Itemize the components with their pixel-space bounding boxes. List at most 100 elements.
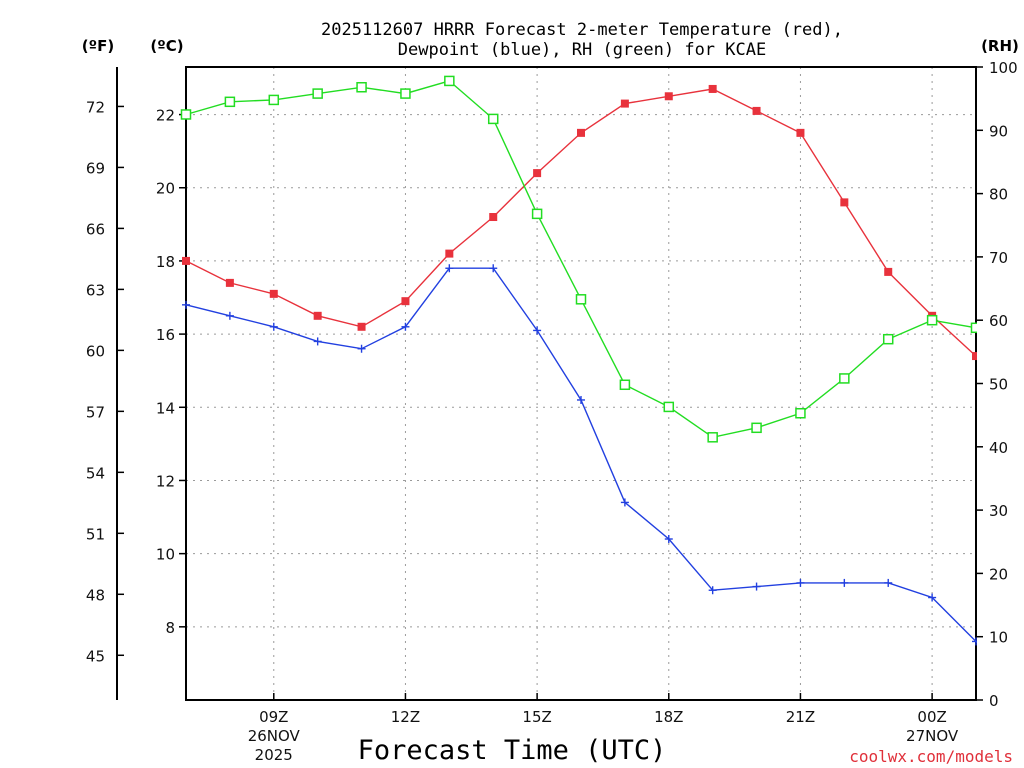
rh-tick-label: 0 [989,692,999,710]
time-tick-label: 09Z [259,708,288,726]
fahrenheit-tick-label: 60 [86,342,105,360]
dewpoint-point [445,264,454,273]
dewpoint-point [1016,667,1024,675]
rh-point [531,208,543,220]
rh-point [1015,354,1024,363]
rh-axis: 0 10 20 30 40 50 60 70 80 90 100 [976,59,1018,710]
temperature-point [489,213,498,222]
time-tick-label: 15Z [522,708,551,726]
celsius-tick-label: 10 [156,546,175,564]
rh-point [268,94,280,106]
celsius-tick-label: 18 [156,253,175,271]
credit-text: coolwx.com/models [849,747,1013,766]
dewpoint-series [182,264,1024,675]
rh-tick-label: 60 [989,312,1008,330]
x-axis-label: Forecast Time (UTC) [358,735,667,766]
fahrenheit-tick-label: 54 [86,464,105,482]
dewpoint-point [577,395,585,404]
temperature-point [357,322,366,331]
dewpoint-point [489,264,498,273]
fahrenheit-axis: 45 48 51 54 57 60 63 66 69 72 [86,98,124,665]
time-tick-label: 18Z [654,708,683,726]
temperature-point [752,106,761,115]
temperature-point [577,128,585,137]
rh-point [356,82,367,93]
temperature-point [620,99,629,108]
chart-title-line-1: 2025112607 HRRR Forecast 2-meter Tempera… [321,20,843,40]
fahrenheit-tick-label: 66 [86,220,105,238]
dewpoint-point [664,535,673,544]
dewpoint-point [620,498,629,507]
temperature-point [664,92,673,101]
temperature-series [182,84,977,361]
plot-frame [185,66,977,701]
temperature-point [840,198,849,207]
fahrenheit-tick-label: 72 [86,98,105,116]
dewpoint-point [533,326,542,335]
rh-tick-label: 50 [989,376,1008,394]
rh-tick-label: 20 [989,565,1008,583]
dewpoint-point [313,337,322,346]
rh-point [751,422,762,434]
date-label: 26NOV [248,727,301,745]
dewpoint-point [752,582,761,591]
temperature-point [182,256,190,265]
grid-lines [186,67,976,700]
rh-point [224,96,236,108]
dewpoint-point [796,578,805,587]
celsius-tick-label: 20 [156,180,175,198]
rh-tick-label: 100 [989,59,1018,77]
time-tick-label: 12Z [391,708,420,726]
rh-tick-label: 70 [989,249,1008,267]
year-label: 2025 [255,746,293,764]
dewpoint-point [182,300,190,309]
rh-point [839,373,850,384]
dewpoint-point [225,311,234,320]
dewpoint-point [357,344,366,353]
data-series [180,75,1024,675]
rh-point [795,408,806,419]
rh-point [487,113,499,125]
rh-tick-label: 80 [989,186,1008,204]
celsius-tick-label: 14 [156,399,175,417]
dewpoint-point [972,637,977,646]
temperature-point [708,84,717,93]
fahrenheit-tick-label: 57 [86,403,105,421]
time-tick-label: 00Z [917,708,946,726]
rh-point [180,109,192,120]
fahrenheit-tick-label: 45 [86,647,105,665]
celsius-tick-label: 8 [165,619,175,637]
temperature-point [796,128,805,137]
rh-tick-label: 90 [989,122,1008,140]
rh-point [926,314,938,326]
celsius-tick-label: 22 [156,107,175,125]
temperature-point [445,249,454,258]
rh-point [882,333,894,345]
rh-point [575,294,587,305]
temperature-point [269,289,278,298]
rh-point [970,322,977,334]
rh-point [444,75,455,87]
rh-point [312,88,323,99]
rh-line [185,80,977,439]
dewpoint-line [185,267,977,644]
celsius-unit-label: (ºC) [150,37,183,55]
fahrenheit-tick-label: 51 [86,525,105,543]
temperature-point [533,169,542,178]
dewpoint-point [840,578,849,587]
temperature-point [401,297,410,306]
fahrenheit-tick-label: 63 [86,281,105,299]
celsius-tick-label: 12 [156,472,175,490]
rh-series [180,75,1024,443]
dewpoint-point [708,586,717,595]
time-tick-label: 21Z [786,708,815,726]
rh-point [400,88,411,99]
temperature-point [884,267,893,276]
rh-point [663,401,675,413]
temperature-point [225,278,234,287]
celsius-axis: 8 10 12 14 16 18 20 22 [156,107,186,637]
rh-tick-label: 40 [989,439,1008,457]
dewpoint-point [884,578,893,587]
